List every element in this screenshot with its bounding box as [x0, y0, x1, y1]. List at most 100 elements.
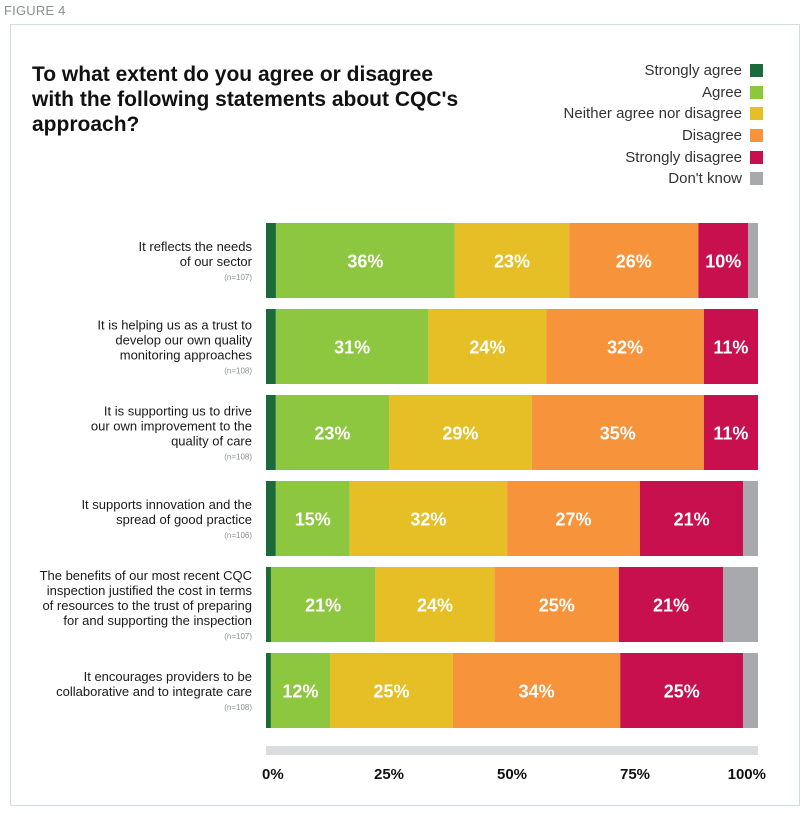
sample-size-label: (n=107)	[224, 273, 252, 282]
bar-segment	[329, 653, 453, 728]
data-label: 32%	[607, 338, 643, 358]
legend-label: Disagree	[681, 127, 742, 145]
category-label: of resources to the trust of preparing	[42, 598, 252, 613]
data-label: 25%	[664, 682, 700, 702]
bar-segment	[270, 567, 376, 642]
bar-segment	[546, 309, 704, 384]
bar-segment	[452, 653, 621, 728]
data-label: 21%	[653, 596, 689, 616]
sample-size-label: (n=108)	[224, 703, 252, 712]
data-label: 10%	[705, 252, 741, 272]
data-label: 15%	[295, 510, 331, 530]
bar-segment	[389, 395, 532, 470]
category-label: collaborative and to integrate care	[56, 684, 252, 699]
legend-item: Strongly disagree	[564, 146, 763, 168]
legend-swatch	[750, 129, 763, 143]
bar-segment	[454, 223, 570, 298]
category-label: monitoring approaches	[120, 348, 253, 363]
figure-label: FIGURE 4	[4, 3, 66, 18]
category-label: our own improvement to the	[91, 419, 252, 434]
bar-segment	[743, 653, 758, 728]
category-label: for and supporting the inspection	[63, 613, 252, 628]
bar-segment	[620, 653, 744, 728]
bar-segment	[266, 395, 276, 470]
data-label: 25%	[373, 682, 409, 702]
legend-swatch	[750, 107, 763, 121]
data-label: 24%	[469, 338, 505, 358]
bar-segment	[698, 223, 749, 298]
data-label: 32%	[410, 510, 446, 530]
bar-segment	[349, 481, 508, 556]
data-label: 11%	[713, 424, 748, 444]
legend-item: Agree	[564, 82, 763, 104]
bar-segment	[266, 481, 276, 556]
legend-item: Disagree	[564, 125, 763, 147]
bar-segment	[266, 223, 276, 298]
legend-item: Strongly agree	[564, 60, 763, 82]
data-label: 21%	[674, 510, 710, 530]
sample-size-label: (n=106)	[224, 531, 252, 540]
sample-size-label: (n=107)	[224, 632, 252, 641]
chart-legend: Strongly agree Agree Neither agree nor dis…	[564, 60, 763, 190]
data-label: 23%	[494, 252, 530, 272]
legend-item: Neither agree nor disagree	[564, 103, 763, 125]
data-label: 12%	[282, 682, 318, 702]
bar-segment	[507, 481, 640, 556]
category-label: It is helping us as a trust to	[97, 318, 252, 333]
category-label: It reflects the needs	[139, 239, 253, 254]
bar-segment	[375, 567, 495, 642]
data-label: 36%	[347, 252, 383, 272]
legend-label: Don't know	[668, 170, 742, 188]
legend-swatch	[750, 85, 763, 99]
data-label: 24%	[417, 596, 453, 616]
category-label: of our sector	[180, 254, 253, 269]
data-label: 35%	[600, 424, 636, 444]
bar-segment	[703, 395, 758, 470]
x-tick-label: 75%	[620, 766, 650, 783]
category-label: It is supporting us to drive	[104, 404, 252, 419]
bar-segment	[703, 309, 758, 384]
legend-label: Agree	[701, 83, 742, 101]
bar-segment	[428, 309, 547, 384]
chart-title: To what extent do you agree or disagree …	[32, 63, 459, 136]
category-label: It encourages providers to be	[84, 669, 252, 684]
bar-segment	[275, 395, 389, 470]
category-label: quality of care	[171, 434, 252, 449]
bar-segment	[275, 309, 429, 384]
data-label: 34%	[519, 682, 555, 702]
data-label: 11%	[713, 338, 748, 358]
bar-segment	[266, 567, 271, 642]
category-label: develop our own quality	[115, 333, 252, 348]
x-tick-label: 50%	[497, 766, 527, 783]
x-tick-label: 0%	[262, 766, 284, 783]
x-tick-label: 100%	[728, 766, 766, 783]
x-tick-label: 25%	[374, 766, 404, 783]
bar-segment	[743, 481, 758, 556]
category-label: inspection justified the cost in terms	[47, 583, 253, 598]
data-label: 31%	[334, 338, 370, 358]
bar-segment	[639, 481, 744, 556]
bar-segment	[275, 223, 455, 298]
bar-segment	[270, 653, 330, 728]
legend-label: Strongly disagree	[625, 148, 742, 166]
data-label: 21%	[305, 596, 341, 616]
bar-segment	[723, 567, 758, 642]
bar-segment	[618, 567, 724, 642]
data-label: 26%	[616, 252, 652, 272]
axis-track	[266, 746, 758, 755]
sample-size-label: (n=108)	[224, 453, 252, 462]
data-label: 25%	[539, 596, 575, 616]
category-label: The benefits of our most recent CQC	[40, 568, 252, 583]
legend-label: Strongly agree	[644, 62, 742, 80]
legend-swatch	[750, 150, 763, 164]
bar-segment	[275, 481, 350, 556]
legend-swatch	[750, 172, 763, 186]
bar-segment	[748, 223, 758, 298]
bar-segment	[531, 395, 704, 470]
category-label: It supports innovation and the	[81, 497, 252, 512]
bar-segment	[266, 653, 271, 728]
data-label: 29%	[442, 424, 478, 444]
legend-item: Don't know	[564, 168, 763, 190]
bar-segment	[266, 309, 276, 384]
legend-swatch	[750, 64, 763, 78]
